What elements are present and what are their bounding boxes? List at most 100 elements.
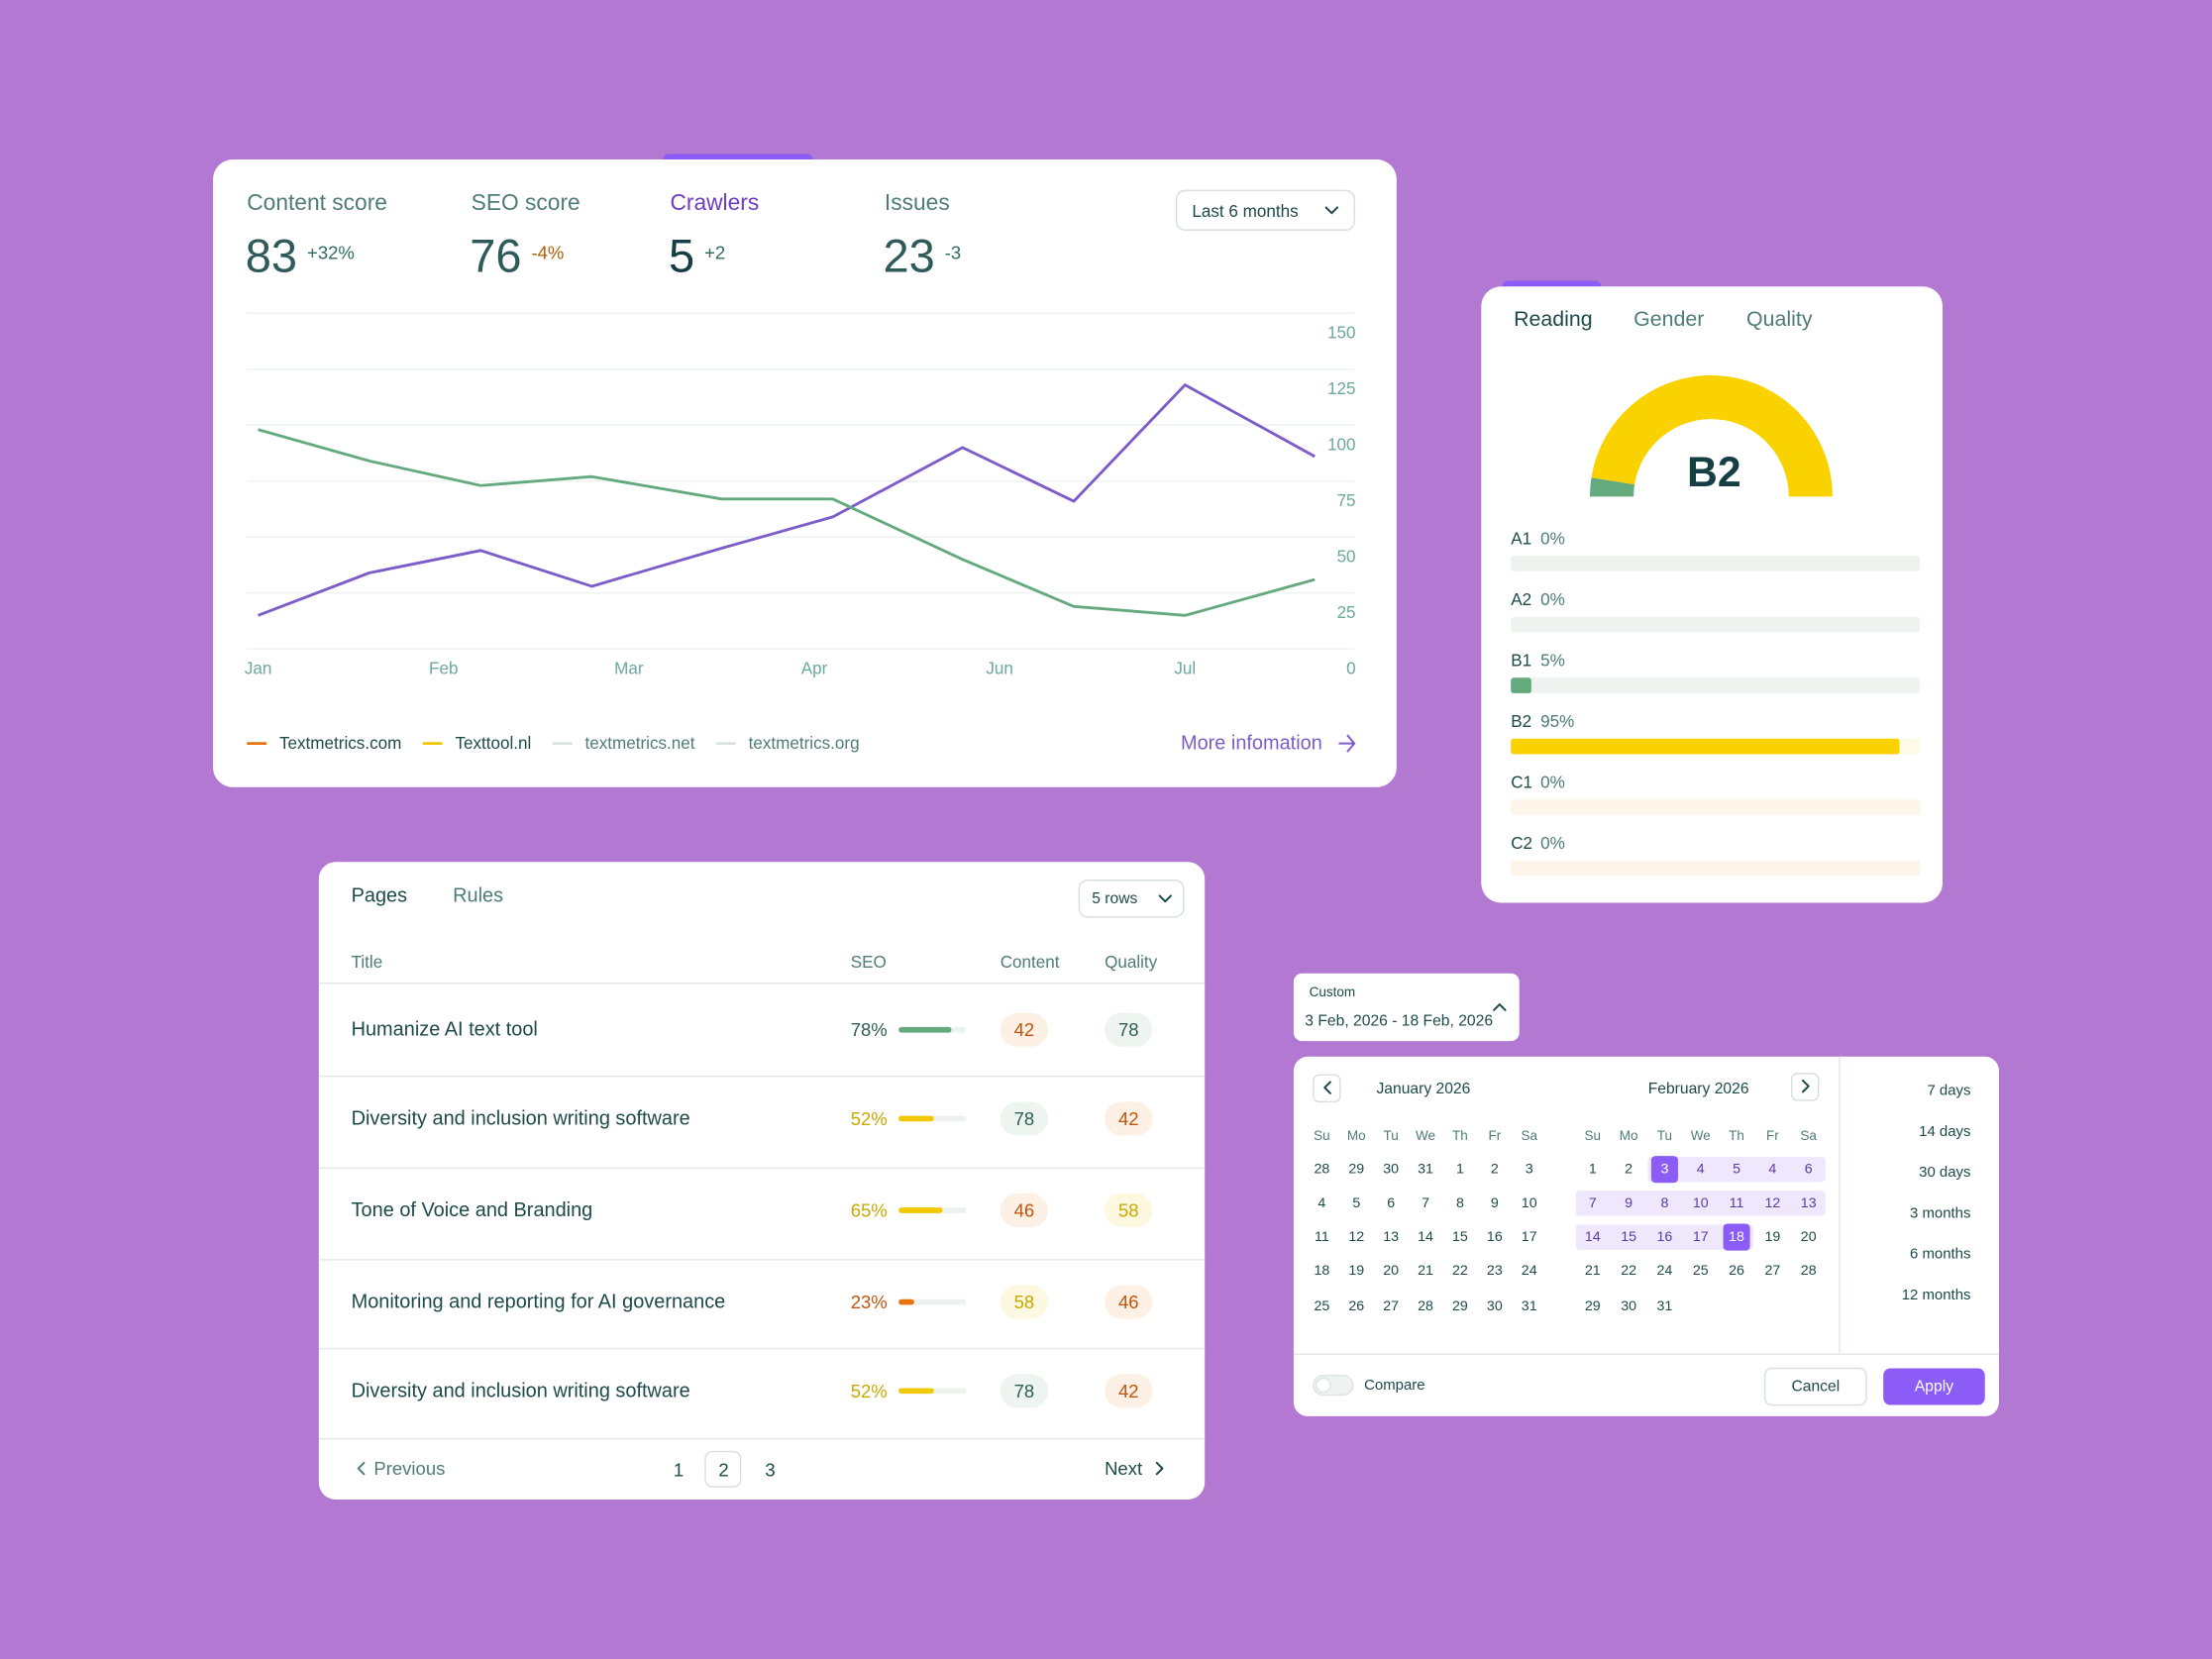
nav-button[interactable] — [1313, 1074, 1341, 1103]
day[interactable]: 20 — [1801, 1229, 1817, 1245]
period-select[interactable] — [1175, 189, 1355, 231]
day[interactable]: 19 — [1348, 1263, 1364, 1279]
day[interactable]: 2 — [1491, 1162, 1499, 1178]
day[interactable]: 25 — [1693, 1263, 1709, 1279]
tab[interactable]: Reading — [1514, 307, 1593, 331]
day[interactable]: 29 — [1452, 1298, 1468, 1314]
nav-button[interactable] — [1790, 1073, 1820, 1101]
day[interactable]: 25 — [1314, 1298, 1329, 1314]
metric-label[interactable]: Issues — [885, 189, 950, 215]
day[interactable]: 6 — [1805, 1162, 1813, 1178]
day[interactable]: 1 — [1589, 1162, 1597, 1178]
day[interactable]: 4 — [1697, 1162, 1705, 1178]
preset[interactable]: 30 days — [1919, 1164, 1970, 1181]
preset[interactable]: 14 days — [1919, 1123, 1970, 1140]
day[interactable]: 30 — [1383, 1162, 1399, 1178]
day[interactable]: 12 — [1764, 1195, 1780, 1211]
tab[interactable]: Rules — [453, 884, 503, 906]
day[interactable]: 9 — [1491, 1195, 1499, 1211]
preset[interactable]: 6 months — [1910, 1246, 1970, 1263]
day[interactable]: 18 — [1314, 1263, 1329, 1279]
tab[interactable]: Pages — [352, 884, 408, 906]
day[interactable]: 11 — [1315, 1229, 1329, 1245]
day[interactable]: 29 — [1348, 1162, 1364, 1178]
day[interactable]: 18 — [1729, 1229, 1744, 1245]
day[interactable]: 13 — [1801, 1195, 1817, 1211]
day[interactable]: 4 — [1317, 1195, 1325, 1211]
apply-button[interactable] — [1883, 1368, 1985, 1405]
metric-label[interactable]: Content score — [247, 189, 387, 215]
metric-label[interactable]: SEO score — [472, 189, 580, 215]
day[interactable]: 7 — [1589, 1195, 1597, 1211]
day[interactable]: 28 — [1418, 1298, 1433, 1314]
preset[interactable]: 3 months — [1910, 1204, 1970, 1221]
next-button[interactable]: Next — [1105, 1458, 1142, 1479]
day[interactable]: 22 — [1452, 1263, 1468, 1279]
day[interactable]: 24 — [1657, 1263, 1673, 1279]
more-link[interactable]: More infomation — [1181, 733, 1322, 755]
previous-button[interactable]: Previous — [373, 1458, 445, 1479]
day[interactable]: 6 — [1387, 1195, 1395, 1211]
day[interactable]: 28 — [1314, 1162, 1329, 1178]
page-number[interactable]: 1 — [674, 1460, 684, 1481]
metric-label[interactable]: Crawlers — [670, 189, 759, 215]
day[interactable]: 11 — [1730, 1195, 1744, 1211]
day[interactable]: 21 — [1585, 1263, 1601, 1279]
day[interactable]: 10 — [1693, 1195, 1709, 1211]
day[interactable]: 4 — [1768, 1162, 1776, 1178]
day[interactable]: 26 — [1348, 1298, 1364, 1314]
rows-select[interactable] — [1078, 880, 1185, 918]
day[interactable]: 26 — [1729, 1263, 1744, 1279]
day[interactable]: 5 — [1352, 1195, 1360, 1211]
day[interactable]: 28 — [1801, 1263, 1817, 1279]
day[interactable]: 1 — [1456, 1162, 1464, 1178]
day[interactable]: 7 — [1422, 1195, 1429, 1211]
day[interactable]: 3 — [1660, 1162, 1668, 1178]
seo-bar — [898, 1026, 952, 1033]
row-title[interactable]: Tone of Voice and Branding — [352, 1199, 593, 1221]
preset[interactable]: 7 days — [1927, 1082, 1970, 1098]
day[interactable]: 14 — [1585, 1229, 1601, 1245]
day[interactable]: 19 — [1764, 1229, 1780, 1245]
page-number[interactable]: 2 — [718, 1460, 728, 1481]
day[interactable]: 12 — [1348, 1229, 1364, 1245]
day[interactable]: 8 — [1456, 1195, 1464, 1211]
day[interactable]: 3 — [1526, 1162, 1533, 1178]
day[interactable]: 27 — [1764, 1263, 1780, 1279]
cancel-button[interactable] — [1763, 1367, 1867, 1406]
day[interactable]: 27 — [1383, 1298, 1399, 1314]
day[interactable]: 17 — [1693, 1229, 1709, 1245]
day[interactable]: 2 — [1625, 1162, 1633, 1178]
card[interactable] — [1293, 973, 1520, 1042]
day[interactable]: 22 — [1621, 1263, 1636, 1279]
day[interactable]: 31 — [1522, 1298, 1537, 1314]
day[interactable]: 14 — [1418, 1229, 1433, 1245]
row-title[interactable]: Diversity and inclusion writing software — [352, 1380, 690, 1401]
tab[interactable]: Quality — [1746, 307, 1813, 331]
preset[interactable]: 12 months — [1902, 1287, 1971, 1303]
day[interactable]: 30 — [1621, 1298, 1636, 1314]
page-number[interactable]: 3 — [765, 1460, 775, 1481]
day[interactable]: 17 — [1522, 1229, 1537, 1245]
day[interactable]: 24 — [1522, 1263, 1537, 1279]
day[interactable]: 9 — [1625, 1195, 1633, 1211]
day[interactable]: 23 — [1487, 1263, 1503, 1279]
day[interactable]: 5 — [1733, 1162, 1740, 1178]
day[interactable]: 13 — [1383, 1229, 1399, 1245]
day[interactable]: 31 — [1657, 1298, 1673, 1314]
day[interactable]: 10 — [1522, 1195, 1537, 1211]
day[interactable]: 29 — [1585, 1298, 1601, 1314]
row-title[interactable]: Humanize AI text tool — [352, 1019, 538, 1041]
day[interactable]: 21 — [1418, 1263, 1433, 1279]
day[interactable]: 16 — [1487, 1229, 1503, 1245]
day[interactable]: 31 — [1418, 1162, 1433, 1178]
day[interactable]: 15 — [1452, 1229, 1468, 1245]
tab[interactable]: Gender — [1633, 307, 1704, 331]
row-title[interactable]: Monitoring and reporting for AI governan… — [352, 1292, 726, 1313]
day[interactable]: 30 — [1487, 1298, 1503, 1314]
day[interactable]: 15 — [1621, 1229, 1636, 1245]
day[interactable]: 16 — [1657, 1229, 1673, 1245]
day[interactable]: 8 — [1660, 1195, 1668, 1211]
row-title[interactable]: Diversity and inclusion writing software — [352, 1107, 690, 1129]
day[interactable]: 20 — [1383, 1263, 1399, 1279]
